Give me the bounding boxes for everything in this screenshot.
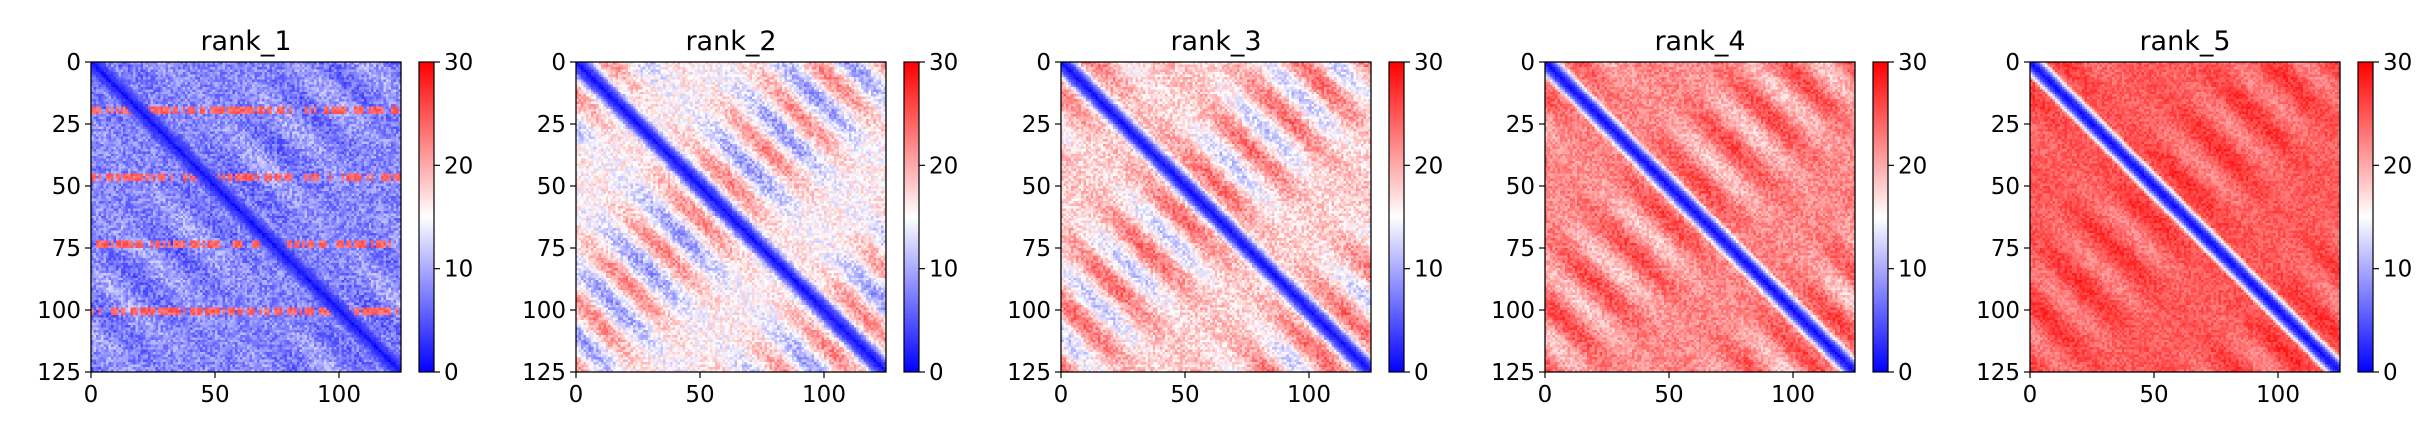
colorbar-tick-label: 0 (2383, 360, 2398, 386)
colorbar-tick-label: 10 (929, 257, 958, 283)
x-tick-label: 100 (2256, 382, 2300, 408)
colorbar-tick-label: 0 (1898, 360, 1913, 386)
heatmap-image (91, 62, 401, 372)
y-tick-label: 125 (522, 360, 566, 386)
axes-frame (90, 61, 402, 373)
y-tick-label: 100 (1007, 298, 1051, 324)
heatmap-image (576, 62, 886, 372)
y-tick-label: 100 (522, 298, 566, 324)
colorbar-tick-label: 30 (2383, 50, 2412, 76)
y-tick-label: 50 (52, 174, 81, 200)
y-tick-label: 25 (1506, 112, 1535, 138)
colorbar-tick-label: 10 (2383, 257, 2412, 283)
y-tick-label: 75 (537, 236, 566, 262)
x-tick-label: 50 (1170, 382, 1199, 408)
y-tick-label: 75 (1022, 236, 1051, 262)
y-tick-label: 75 (52, 236, 81, 262)
y-tick-label: 25 (537, 112, 566, 138)
y-tick-label: 0 (1036, 50, 1051, 76)
y-tick-label: 50 (1022, 174, 1051, 200)
axes-frame (1544, 61, 1856, 373)
colorbar-tick-label: 10 (1898, 257, 1927, 283)
subplot-title: rank_5 (2139, 26, 2230, 57)
colorbar-tick-label: 10 (444, 257, 473, 283)
colorbar-tick-label: 30 (929, 50, 958, 76)
x-tick-label: 100 (1287, 382, 1331, 408)
y-tick-label: 25 (52, 112, 81, 138)
colorbar-tick-label: 30 (1898, 50, 1927, 76)
y-tick-label: 25 (1991, 112, 2020, 138)
colorbar-tick-label: 0 (929, 360, 944, 386)
y-tick-label: 0 (2005, 50, 2020, 76)
x-tick-label: 0 (1054, 382, 1069, 408)
subplot-title: rank_1 (200, 26, 291, 57)
x-tick-label: 50 (2139, 382, 2168, 408)
x-tick-label: 100 (802, 382, 846, 408)
y-tick-label: 75 (1506, 236, 1535, 262)
heatmap-image (1545, 62, 1855, 372)
y-tick-label: 50 (1506, 174, 1535, 200)
colorbar (1388, 61, 1405, 373)
colorbar-tick-label: 30 (1414, 50, 1443, 76)
x-tick-label: 0 (569, 382, 584, 408)
x-tick-label: 0 (2023, 382, 2038, 408)
colorbar-tick-label: 10 (1414, 257, 1443, 283)
heatmap-image (1061, 62, 1371, 372)
y-tick-label: 125 (1976, 360, 2020, 386)
subplot-title: rank_2 (685, 26, 776, 57)
colorbar-tick-label: 0 (444, 360, 459, 386)
heatmap-image (2030, 62, 2340, 372)
subplot-title: rank_4 (1654, 26, 1745, 57)
colorbar-tick-label: 20 (1898, 153, 1927, 179)
colorbar-tick-label: 20 (2383, 153, 2412, 179)
y-tick-label: 0 (1520, 50, 1535, 76)
axes-frame (575, 61, 887, 373)
subplot-title: rank_3 (1170, 26, 1261, 57)
y-tick-label: 125 (1007, 360, 1051, 386)
colorbar-tick-label: 30 (444, 50, 473, 76)
colorbar-tick-label: 0 (1414, 360, 1429, 386)
y-tick-label: 25 (1022, 112, 1051, 138)
colorbar-tick-label: 20 (929, 153, 958, 179)
colorbar (2357, 61, 2374, 373)
x-tick-label: 0 (1538, 382, 1553, 408)
colorbar (418, 61, 435, 373)
axes-frame (2029, 61, 2341, 373)
colorbar-tick-label: 20 (444, 153, 473, 179)
y-tick-label: 50 (1991, 174, 2020, 200)
x-tick-label: 0 (84, 382, 99, 408)
y-tick-label: 0 (66, 50, 81, 76)
y-tick-label: 125 (37, 360, 81, 386)
colorbar-tick-label: 20 (1414, 153, 1443, 179)
y-tick-label: 0 (551, 50, 566, 76)
y-tick-label: 100 (1976, 298, 2020, 324)
y-tick-label: 125 (1491, 360, 1535, 386)
x-tick-label: 50 (1654, 382, 1683, 408)
x-tick-label: 100 (1771, 382, 1815, 408)
y-tick-label: 100 (37, 298, 81, 324)
x-tick-label: 50 (685, 382, 714, 408)
y-tick-label: 50 (537, 174, 566, 200)
colorbar (903, 61, 920, 373)
x-tick-label: 100 (317, 382, 361, 408)
y-tick-label: 75 (1991, 236, 2020, 262)
y-tick-label: 100 (1491, 298, 1535, 324)
axes-frame (1060, 61, 1372, 373)
x-tick-label: 50 (200, 382, 229, 408)
colorbar (1872, 61, 1889, 373)
